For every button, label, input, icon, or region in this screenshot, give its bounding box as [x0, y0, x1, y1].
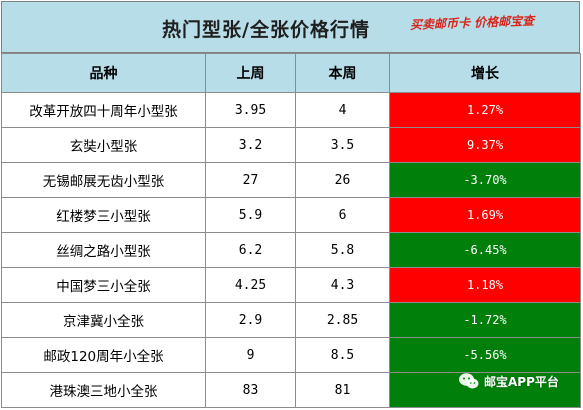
this-week-price: 8.5 [295, 337, 390, 373]
stamp-name: 中国梦三小全张 [1, 267, 206, 303]
header-this-week: 本周 [295, 53, 390, 93]
header-growth: 增长 [389, 53, 581, 93]
last-week-price: 3.95 [205, 92, 296, 128]
stamp-name: 丝绸之路小型张 [1, 232, 206, 268]
last-week-price: 2.9 [205, 302, 296, 338]
stamp-name: 邮政120周年小全张 [1, 337, 206, 373]
this-week-price: 4 [295, 92, 390, 128]
last-week-price: 5.9 [205, 197, 296, 233]
table-row: 港珠澳三地小全张 83 81 [1, 372, 581, 408]
table-row: 京津冀小全张 2.9 2.85 -1.72% [1, 302, 581, 338]
price-table: 品种 上周 本周 增长 改革开放四十周年小型张 3.95 4 1.27% 玄奘小… [1, 53, 581, 408]
growth-cell: -5.56% [389, 337, 581, 373]
growth-cell: 1.27% [389, 92, 581, 128]
growth-cell: -6.45% [389, 232, 581, 268]
last-week-price: 9 [205, 337, 296, 373]
table-row: 改革开放四十周年小型张 3.95 4 1.27% [1, 92, 581, 128]
growth-cell: 1.18% [389, 267, 581, 303]
last-week-price: 83 [205, 372, 296, 408]
this-week-price: 3.5 [295, 127, 390, 163]
table-row: 玄奘小型张 3.2 3.5 9.37% [1, 127, 581, 163]
this-week-price: 81 [295, 372, 390, 408]
this-week-price: 2.85 [295, 302, 390, 338]
title-bar: 热门型张/全张价格行情 买卖邮币卡 价格邮宝查 [1, 1, 580, 53]
table-row: 红楼梦三小型张 5.9 6 1.69% [1, 197, 581, 233]
header-last-week: 上周 [205, 53, 296, 93]
stamp-name: 红楼梦三小型张 [1, 197, 206, 233]
last-week-price: 27 [205, 162, 296, 198]
growth-cell: 1.69% [389, 197, 581, 233]
watermark-text: 邮宝APP平台 [484, 374, 559, 389]
growth-cell: 9.37% [389, 127, 581, 163]
this-week-price: 4.3 [295, 267, 390, 303]
table-row: 丝绸之路小型张 6.2 5.8 -6.45% [1, 232, 581, 268]
this-week-price: 26 [295, 162, 390, 198]
last-week-price: 4.25 [205, 267, 296, 303]
stamp-name: 京津冀小全张 [1, 302, 206, 338]
table-header-row: 品种 上周 本周 增长 [1, 53, 581, 93]
table-row: 邮政120周年小全张 9 8.5 -5.56% [1, 337, 581, 373]
slogan: 买卖邮币卡 价格邮宝查 [409, 13, 535, 32]
growth-cell: -1.72% [389, 302, 581, 338]
this-week-price: 5.8 [295, 232, 390, 268]
wechat-icon [458, 372, 480, 390]
table-row: 中国梦三小全张 4.25 4.3 1.18% [1, 267, 581, 303]
header-name: 品种 [1, 53, 206, 93]
last-week-price: 3.2 [205, 127, 296, 163]
page-title: 热门型张/全张价格行情 [162, 19, 370, 41]
stamp-name: 改革开放四十周年小型张 [1, 92, 206, 128]
stamp-name: 港珠澳三地小全张 [1, 372, 206, 408]
growth-cell [389, 372, 581, 408]
stamp-name: 玄奘小型张 [1, 127, 206, 163]
table-row: 无锡邮展无齿小型张 27 26 -3.70% [1, 162, 581, 198]
this-week-price: 6 [295, 197, 390, 233]
growth-cell: -3.70% [389, 162, 581, 198]
stamp-name: 无锡邮展无齿小型张 [1, 162, 206, 198]
watermark: 邮宝APP平台 [458, 372, 559, 390]
last-week-price: 6.2 [205, 232, 296, 268]
